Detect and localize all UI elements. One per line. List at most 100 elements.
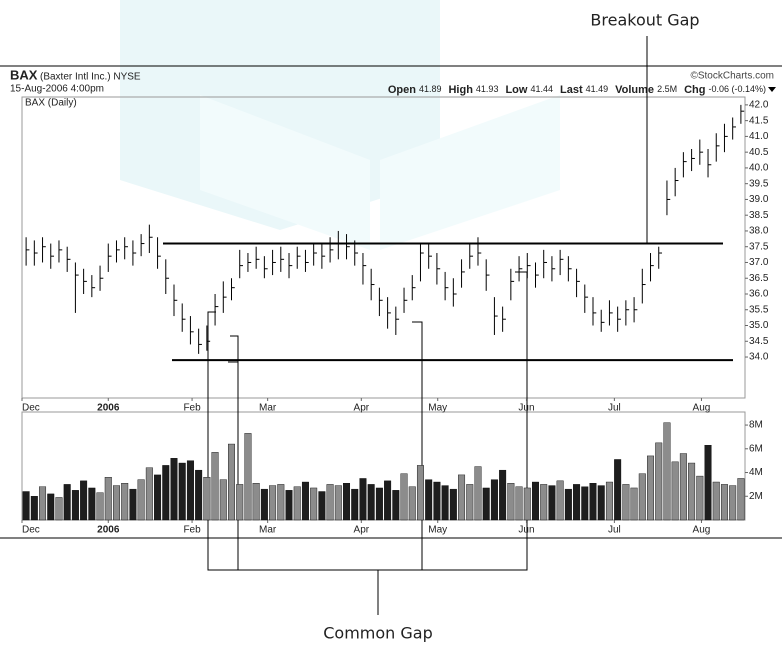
volume-bar (39, 486, 47, 521)
price-bar (707, 149, 712, 178)
price-bar (518, 256, 523, 282)
volume-bar (326, 484, 334, 521)
price-bar (592, 297, 597, 326)
price-bar (526, 253, 531, 279)
volume-bar (490, 479, 498, 521)
y-tick-label: 4M (749, 467, 763, 478)
volume-bar (458, 474, 466, 521)
volume-bar (129, 488, 137, 521)
volume-bar (605, 481, 613, 521)
volume-bar (334, 485, 342, 521)
price-bar (148, 224, 153, 254)
price-bar (666, 180, 671, 216)
volume-bar (679, 453, 687, 521)
x-tick-label: May (428, 525, 447, 536)
breakout-label: Breakout Gap (590, 11, 699, 30)
watermark (200, 95, 370, 250)
volume-bar (359, 478, 367, 521)
x-tick-label: Apr (354, 403, 370, 414)
y-tick-label: 40.0 (749, 163, 769, 174)
volume-bar (228, 443, 235, 521)
dropdown-arrow[interactable] (768, 87, 776, 92)
y-tick-label: 2M (749, 491, 763, 502)
volume-bar (482, 487, 490, 521)
volume-bar (540, 484, 548, 521)
volume-bar (137, 479, 145, 521)
price-bar (58, 240, 63, 263)
stat-label: Last (560, 84, 583, 96)
x-tick-label: Dec (22, 525, 40, 536)
stat-label: High (448, 84, 473, 96)
volume-bar (581, 486, 589, 521)
price-bar (378, 287, 383, 317)
price-panel (21, 96, 746, 399)
x-tick-label: Aug (693, 525, 711, 536)
volume-bar (63, 484, 71, 521)
price-bar (600, 309, 605, 332)
price-bar (551, 256, 556, 282)
volume-bar (375, 487, 383, 521)
volume-bar (104, 477, 112, 521)
price-bar (165, 259, 170, 294)
price-bar (304, 249, 309, 272)
price-bar (436, 253, 441, 285)
price-bar (263, 256, 268, 279)
price-bar (239, 249, 244, 279)
price-bar (691, 149, 695, 172)
price-bar (411, 275, 416, 301)
stat-label: Low (505, 84, 527, 96)
common-label: Common Gap (323, 624, 433, 643)
y-tick-label: 37.0 (749, 257, 769, 268)
price-bar (115, 240, 120, 263)
volume-bar (211, 452, 219, 521)
panel-label: BAX (Daily) (25, 98, 77, 109)
price-bar (625, 300, 630, 326)
volume-bar (499, 469, 507, 521)
y-tick-label: 34.5 (749, 336, 769, 347)
x-tick-label: Mar (259, 525, 277, 536)
volume-bar (277, 484, 285, 521)
volume-bar (351, 488, 359, 521)
price-bar (740, 104, 745, 124)
watermark (380, 95, 560, 250)
x-tick-label: Feb (183, 403, 201, 414)
volume-bar (589, 483, 597, 521)
volume-bar (285, 490, 293, 521)
price-bar (584, 284, 589, 313)
price-bar (543, 249, 547, 279)
price-bar (732, 117, 736, 140)
volume-bar (655, 442, 663, 521)
price-bar (641, 268, 646, 304)
volume-bar (318, 491, 326, 521)
price-bar (198, 328, 202, 354)
price-bar (83, 268, 87, 294)
volume-bar (532, 481, 539, 521)
volume-bar (507, 483, 515, 521)
volume-bar (244, 433, 252, 521)
volume-bar (556, 480, 564, 521)
price-bar (576, 268, 580, 298)
volume-bar (47, 493, 55, 521)
volume-bar (178, 462, 186, 521)
x-tick-label: Jul (608, 525, 621, 536)
price-bar (674, 167, 679, 197)
company: (Baxter Intl Inc.) NYSE (40, 72, 141, 83)
volume-bar (170, 458, 178, 521)
price-bar (534, 262, 539, 288)
volume-bar (121, 483, 129, 521)
price-bar (461, 259, 465, 288)
y-tick-label: 42.0 (749, 100, 769, 111)
volume-bar (663, 422, 671, 521)
volume-bar (523, 487, 531, 521)
price-bar (362, 253, 367, 285)
y-tick-label: 38.5 (749, 210, 769, 221)
common-bracket (230, 335, 239, 362)
price-bar (444, 271, 449, 301)
price-bar (255, 246, 260, 269)
stat-label: Volume (615, 84, 654, 96)
volume-bar (195, 469, 203, 521)
volume-bar (154, 474, 162, 521)
volume-bar (696, 475, 704, 521)
price-bar (608, 300, 613, 326)
